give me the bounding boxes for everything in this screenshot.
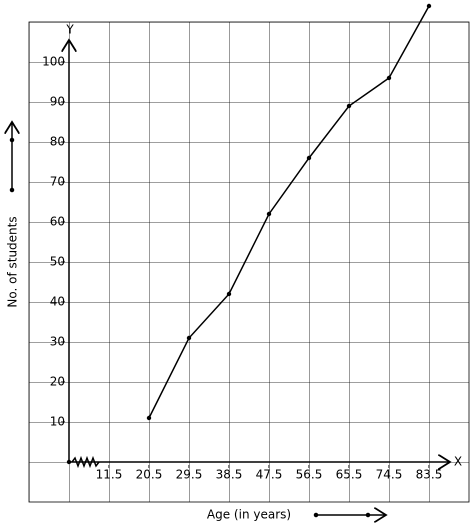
ogive-line (148, 5, 430, 419)
x-tick-label: 56.5 (296, 468, 323, 482)
y-tick-label: 50 (50, 255, 65, 269)
y-tick-label: 10 (50, 415, 65, 429)
y-axis-name: Y (65, 23, 74, 37)
point (306, 155, 312, 161)
origin (66, 459, 72, 465)
y-axis-label: No. of students (6, 216, 20, 307)
y-tick-label: 80 (50, 135, 65, 149)
y-tick-label: 100 (42, 55, 65, 69)
point (346, 103, 352, 109)
y-tick-label: 90 (50, 95, 65, 109)
x-tick-label: 74.5 (376, 468, 403, 482)
y-tick-label: 70 (50, 175, 65, 189)
axis-break (71, 455, 100, 469)
grid (28, 21, 470, 503)
x-tick-label: 11.5 (96, 468, 123, 482)
y-tick-label: 40 (50, 295, 65, 309)
x-axis-name: X (454, 455, 462, 469)
y-tick-label: 20 (50, 375, 65, 389)
point (266, 211, 272, 217)
point (386, 75, 392, 81)
y-tick-label: 60 (50, 215, 65, 229)
x-tick-label: 47.5 (256, 468, 283, 482)
x-tick-label: 20.5 (136, 468, 163, 482)
point (146, 415, 152, 421)
x-tick-label: 83.5 (416, 468, 443, 482)
y-tick-label: 30 (50, 335, 65, 349)
x-axis-label: Age (in years) (207, 508, 291, 522)
point (186, 335, 192, 341)
point (226, 291, 232, 297)
point (426, 3, 432, 9)
x-tick-label: 65.5 (336, 468, 363, 482)
decor-arrow (11, 122, 387, 517)
x-tick-label: 38.5 (216, 468, 243, 482)
x-tick-label: 29.5 (176, 468, 203, 482)
